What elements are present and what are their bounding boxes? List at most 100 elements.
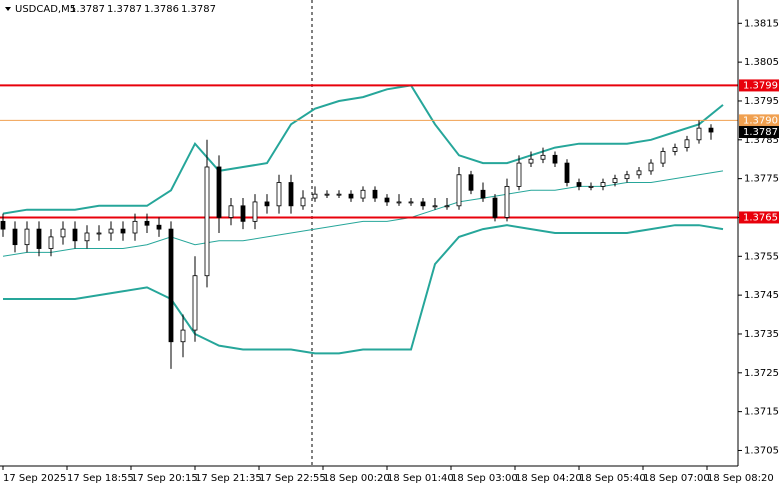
candle-body [324, 193, 330, 196]
x-tick-label: 17 Sep 18:55 [67, 473, 134, 484]
candle-body [72, 228, 78, 242]
header-price: 1.3787 [181, 4, 216, 15]
candle-body [228, 205, 234, 218]
candle-body [12, 228, 18, 246]
candle-body [696, 127, 702, 141]
band-upper [2, 84, 724, 215]
candle-body [468, 174, 474, 191]
x-tick-label: 18 Sep 04:20 [515, 473, 582, 484]
candle-body [648, 162, 654, 172]
candle-body [396, 201, 402, 204]
candle-body [120, 228, 126, 234]
candle-body [684, 139, 690, 148]
candle-body [300, 197, 306, 207]
candle-body [144, 220, 150, 226]
candle-body [336, 193, 342, 196]
candle-body [252, 201, 258, 222]
candle-body [492, 197, 498, 218]
header-prices: 1.3787 1.3787 1.3786 1.3787 [70, 4, 216, 15]
candle-body [564, 162, 570, 183]
last-price-bg [739, 126, 779, 139]
candle-body [636, 170, 642, 176]
candle-body [576, 182, 582, 187]
candle-body [204, 166, 210, 277]
candle-body [540, 154, 546, 160]
level-label: 1.3765 [743, 212, 778, 223]
x-tick-label: 17 Sep 22:55 [259, 473, 326, 484]
candle-body [528, 158, 534, 164]
y-tick-label: 1.3795 [744, 96, 779, 107]
candle-body [168, 228, 174, 343]
candle-body [0, 220, 6, 230]
candle-body [708, 127, 714, 133]
candle-body [516, 162, 522, 187]
header-price: 1.3786 [144, 4, 179, 15]
candle-body [276, 182, 282, 207]
candle-body [384, 197, 390, 203]
y-tick-label: 1.3785 [744, 135, 779, 146]
candle-body [432, 205, 438, 208]
x-tick-label: 17 Sep 21:35 [195, 473, 262, 484]
x-tick-label: 18 Sep 08:20 [707, 473, 774, 484]
candle-body [48, 236, 54, 249]
candle-body [288, 182, 294, 207]
candle-body [96, 232, 102, 235]
candle-body [156, 224, 162, 230]
y-tick-label: 1.3805 [744, 57, 779, 68]
x-tick-label: 17 Sep 2025 [3, 473, 66, 484]
level-label: 1.3799 [743, 80, 778, 91]
candle-body [36, 228, 42, 249]
candle-body [60, 228, 66, 238]
candle-body [192, 275, 198, 331]
candle-body [504, 185, 510, 218]
candle-body [24, 228, 30, 246]
candle-body [408, 201, 414, 204]
candle-body [84, 232, 90, 242]
y-tick-label: 1.3745 [744, 290, 779, 301]
level-label-bg [739, 211, 779, 224]
candle-body [444, 205, 450, 208]
symbol: USDCAD,M5 [15, 4, 76, 15]
last-price-label: 1.3787 [743, 127, 778, 138]
x-tick-label: 18 Sep 00:20 [323, 473, 390, 484]
header-bg [0, 0, 245, 16]
candle-body [216, 166, 222, 218]
candle-body [600, 182, 606, 187]
candle-body [264, 201, 270, 207]
candle-body [480, 189, 486, 199]
candle-body [552, 154, 558, 164]
x-tick-label: 17 Sep 20:15 [131, 473, 198, 484]
candle-body [372, 189, 378, 199]
y-tick-label: 1.3755 [744, 251, 779, 262]
band-lower [3, 224, 724, 355]
candle-body [348, 193, 354, 199]
candle-body [624, 174, 630, 180]
header-price: 1.3787 [107, 4, 142, 15]
candle-body [240, 205, 246, 222]
plot-area [0, 84, 738, 369]
candle-body [672, 147, 678, 152]
candle-body [588, 185, 594, 188]
x-tick-label: 18 Sep 05:40 [579, 473, 646, 484]
candle-body [108, 228, 114, 234]
menu-arrow [5, 7, 11, 11]
x-tick-label: 18 Sep 07:00 [643, 473, 710, 484]
candle-body [132, 220, 138, 234]
candle-body [312, 193, 318, 199]
candle-body [360, 189, 366, 199]
candle-body [612, 178, 618, 183]
x-tick-label: 18 Sep 03:00 [451, 473, 518, 484]
candle-body [420, 201, 426, 207]
y-tick-label: 1.3715 [744, 407, 779, 418]
candle-body [660, 151, 666, 164]
level-label-bg [739, 79, 779, 92]
candle-body [180, 329, 186, 343]
candle-body [456, 174, 462, 207]
header-price: 1.3787 [70, 4, 105, 15]
level-label-bg [739, 114, 779, 127]
y-tick-label: 1.3725 [744, 368, 779, 379]
y-tick-label: 1.3705 [744, 445, 779, 456]
x-tick-label: 18 Sep 01:40 [387, 473, 454, 484]
y-tick-label: 1.3735 [744, 329, 779, 340]
